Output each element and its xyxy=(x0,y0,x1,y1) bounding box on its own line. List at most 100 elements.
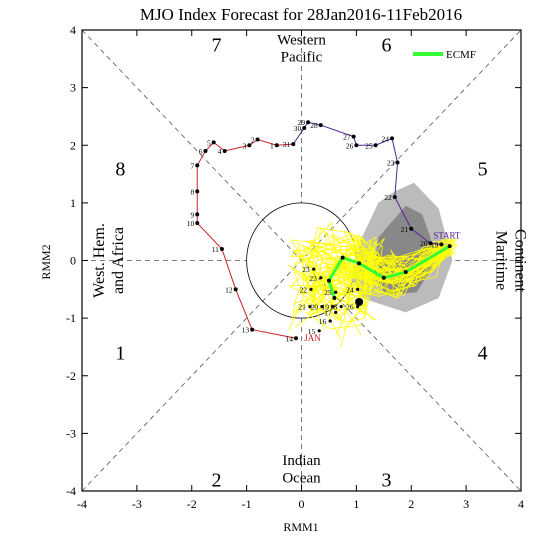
observed-point xyxy=(351,134,356,139)
observed-point xyxy=(195,163,200,168)
ensemble-member-line xyxy=(309,241,458,320)
y-tick-label: -3 xyxy=(66,426,76,440)
region-label-bottom-1: Indian xyxy=(282,453,321,469)
forecast-day-label: 18 xyxy=(330,303,338,312)
observed-point xyxy=(439,242,444,247)
observed-day-label: 19 xyxy=(431,240,439,249)
observed-point xyxy=(291,142,296,147)
ensemble-member-line xyxy=(311,248,449,321)
y-tick-label: -2 xyxy=(66,369,76,383)
ensemble-mean-point xyxy=(381,275,386,280)
forecast-day-label: 16 xyxy=(319,317,327,326)
ensemble-member-line xyxy=(305,251,456,330)
observed-day-label: 29 xyxy=(298,118,306,127)
observed-point xyxy=(233,287,238,292)
y-tick-label: 0 xyxy=(70,254,76,268)
forecast-point xyxy=(356,305,360,309)
start-annotation: START xyxy=(433,231,461,241)
observed-day-label: 5 xyxy=(207,138,211,147)
phase-number: 5 xyxy=(478,158,488,180)
observed-point xyxy=(409,226,414,231)
observed-point xyxy=(390,136,395,141)
observed-point xyxy=(354,143,359,148)
observed-point xyxy=(195,189,200,194)
forecast-point xyxy=(334,290,338,294)
ensemble-member-line xyxy=(302,237,443,299)
x-axis-label: RMM1 xyxy=(283,520,318,534)
ensemble-mean-point xyxy=(332,295,337,300)
observed-point xyxy=(195,221,200,226)
y-tick-label: -4 xyxy=(66,484,76,498)
y-tick-label: 4 xyxy=(70,23,76,37)
observed-point xyxy=(302,125,307,130)
ensemble-member-line xyxy=(294,250,444,313)
phase-number: 4 xyxy=(478,343,488,365)
observed-point xyxy=(247,143,252,148)
x-tick-label: 3 xyxy=(463,497,469,511)
forecast-day-label: 17 xyxy=(324,308,332,317)
ensemble-end-point xyxy=(355,297,364,306)
forecast-day-label: 15 xyxy=(308,327,316,336)
region-label-right-2: Continent xyxy=(512,229,529,293)
ensemble-mean-track xyxy=(326,244,452,306)
observed-point xyxy=(428,241,433,246)
observed-day-label: 23 xyxy=(387,159,395,168)
forecast-point xyxy=(320,305,324,309)
phase-number: 2 xyxy=(211,469,221,491)
forecast-day-label: 25 xyxy=(324,288,332,297)
observed-day-label: 27 xyxy=(343,133,351,142)
forecast-day-label: 26 xyxy=(346,303,354,312)
ensemble-member-line xyxy=(287,251,447,322)
observed-day-label: 6 xyxy=(199,147,203,156)
observed-day-label: 11 xyxy=(212,245,219,254)
observed-point xyxy=(219,246,224,251)
region-label-right-1: Maritime xyxy=(492,231,509,291)
observed-day-label: 31 xyxy=(283,140,291,149)
x-tick-label: -1 xyxy=(242,497,252,511)
observed-point xyxy=(395,160,400,165)
observed-day-label: 28 xyxy=(310,121,318,130)
ensemble-member-line xyxy=(309,245,453,303)
observed-day-label: 22 xyxy=(384,193,392,202)
legend: ECMF xyxy=(413,49,476,61)
observed-day-label: 13 xyxy=(242,326,250,335)
observed-day-label: 3 xyxy=(243,141,247,150)
phase-number: 6 xyxy=(382,34,392,56)
forecast-point xyxy=(317,329,321,333)
observed-point xyxy=(195,212,200,217)
forecast-day-label: 19 xyxy=(321,303,329,312)
region-label-top-1: Western xyxy=(277,32,326,48)
observed-point xyxy=(294,336,299,341)
ensemble-mean-point xyxy=(357,261,362,266)
observed-day-label: 10 xyxy=(187,219,195,228)
y-axis-label: RMM2 xyxy=(39,244,53,279)
y-tick-label: 2 xyxy=(70,138,76,152)
observed-point xyxy=(255,137,260,142)
phase-number: 7 xyxy=(211,34,221,56)
x-tick-label: 0 xyxy=(299,497,305,511)
ensemble-mean-point xyxy=(403,270,408,275)
forecast-point xyxy=(319,276,323,280)
forecast-day-label: 23 xyxy=(302,265,310,274)
phase-number: 8 xyxy=(115,158,125,180)
ensemble-mean-point xyxy=(447,244,452,249)
forecast-day-label: 22 xyxy=(299,285,307,294)
observed-day-label: 30 xyxy=(294,124,302,133)
region-label-left-2: and Africa xyxy=(110,227,127,294)
y-tick-label: -1 xyxy=(66,311,76,325)
x-tick-label: -4 xyxy=(77,497,87,511)
ensemble-member-line xyxy=(294,248,454,316)
forecast-day-label: 20 xyxy=(310,303,318,312)
observed-point xyxy=(318,123,323,128)
y-tick-label: 1 xyxy=(70,196,76,210)
legend-label-ecmf: ECMF xyxy=(446,49,476,61)
phase-number: 3 xyxy=(382,469,392,491)
region-label-left-1: West. Hem. xyxy=(91,223,108,298)
observed-day-label: 25 xyxy=(365,141,373,150)
forecast-point xyxy=(328,319,332,323)
ensemble-member-line xyxy=(304,244,442,289)
